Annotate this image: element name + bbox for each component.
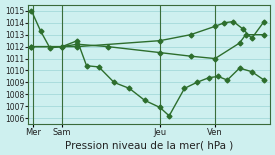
X-axis label: Pression niveau de la mer( hPa ): Pression niveau de la mer( hPa ) [65, 140, 233, 150]
